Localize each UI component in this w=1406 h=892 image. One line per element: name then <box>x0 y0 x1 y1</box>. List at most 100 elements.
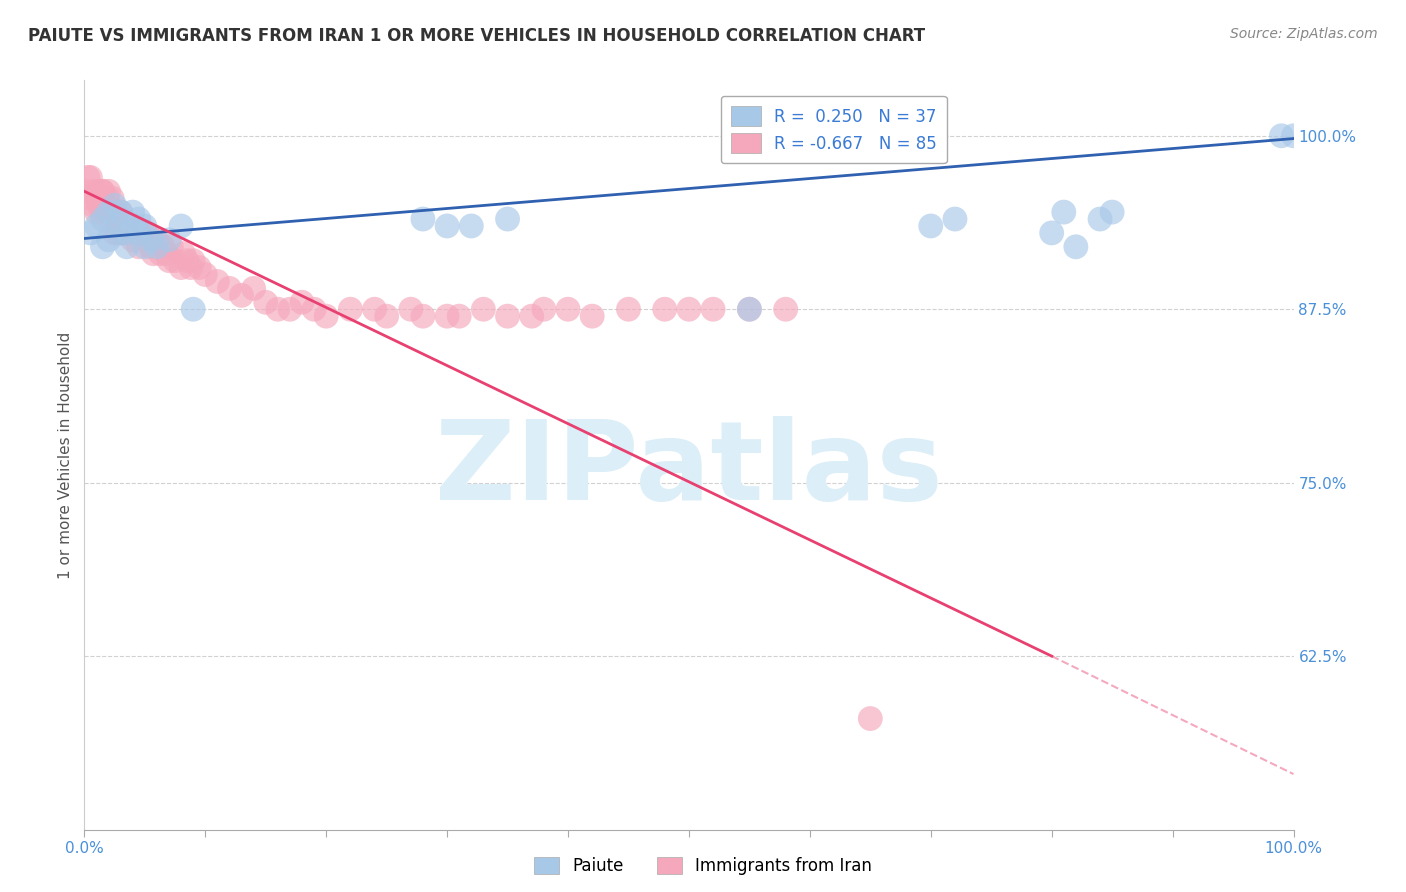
Point <box>91 184 114 198</box>
Point <box>188 260 211 275</box>
Point <box>678 302 700 317</box>
Point <box>136 226 159 240</box>
Point <box>496 212 519 227</box>
Point <box>146 233 169 247</box>
Point <box>110 219 132 233</box>
Point <box>83 184 105 198</box>
Point <box>180 260 202 275</box>
Point <box>79 191 101 205</box>
Point <box>115 226 138 240</box>
Point <box>165 253 187 268</box>
Point <box>128 240 150 254</box>
Point <box>460 219 482 233</box>
Y-axis label: 1 or more Vehicles in Household: 1 or more Vehicles in Household <box>58 331 73 579</box>
Legend: Paiute, Immigrants from Iran: Paiute, Immigrants from Iran <box>526 849 880 884</box>
Point <box>87 198 110 212</box>
Point <box>176 253 198 268</box>
Point <box>943 212 966 227</box>
Text: ZIPatlas: ZIPatlas <box>434 417 943 524</box>
Point <box>557 302 579 317</box>
Point <box>157 253 180 268</box>
Point <box>194 268 217 282</box>
Point <box>181 302 204 317</box>
Point <box>128 226 150 240</box>
Point <box>97 212 120 227</box>
Point <box>170 260 193 275</box>
Point <box>181 253 204 268</box>
Point <box>86 219 108 233</box>
Point <box>104 198 127 212</box>
Point <box>157 233 180 247</box>
Point <box>1270 128 1292 143</box>
Point <box>94 205 117 219</box>
Point <box>97 233 120 247</box>
Point <box>1101 205 1123 219</box>
Point <box>339 302 361 317</box>
Point <box>496 309 519 323</box>
Point <box>859 712 882 726</box>
Point <box>86 191 108 205</box>
Point <box>254 295 277 310</box>
Point <box>110 205 132 219</box>
Point <box>121 233 143 247</box>
Point <box>738 302 761 317</box>
Point <box>738 302 761 317</box>
Point <box>375 309 398 323</box>
Point <box>91 184 114 198</box>
Point <box>128 212 150 227</box>
Point <box>139 240 162 254</box>
Point <box>89 184 111 198</box>
Point <box>118 226 141 240</box>
Point <box>104 205 127 219</box>
Point <box>73 184 96 198</box>
Point <box>173 246 195 260</box>
Point <box>105 212 128 227</box>
Point <box>242 281 264 295</box>
Point <box>82 198 104 212</box>
Point <box>617 302 640 317</box>
Point <box>654 302 676 317</box>
Point <box>79 170 101 185</box>
Point <box>96 191 118 205</box>
Point <box>449 309 471 323</box>
Point <box>121 219 143 233</box>
Point <box>142 246 165 260</box>
Point <box>218 281 240 295</box>
Point <box>472 302 495 317</box>
Point <box>91 205 114 219</box>
Point <box>520 309 543 323</box>
Point <box>278 302 301 317</box>
Point <box>101 191 124 205</box>
Point <box>775 302 797 317</box>
Point <box>702 302 724 317</box>
Point <box>152 240 174 254</box>
Point <box>104 226 127 240</box>
Point <box>412 212 434 227</box>
Point <box>302 302 325 317</box>
Point <box>131 226 153 240</box>
Point <box>231 288 253 302</box>
Point <box>139 233 162 247</box>
Point <box>121 219 143 233</box>
Point <box>363 302 385 317</box>
Point <box>124 226 146 240</box>
Point <box>1064 240 1087 254</box>
Point <box>155 246 177 260</box>
Point <box>920 219 942 233</box>
Point <box>581 309 603 323</box>
Point <box>97 198 120 212</box>
Point <box>291 295 314 310</box>
Point <box>112 226 135 240</box>
Point <box>97 205 120 219</box>
Point <box>1040 226 1063 240</box>
Point <box>436 309 458 323</box>
Point <box>110 226 132 240</box>
Point <box>100 205 122 219</box>
Point <box>115 240 138 254</box>
Point <box>110 212 132 227</box>
Point <box>134 219 156 233</box>
Point <box>121 219 143 233</box>
Point <box>1053 205 1076 219</box>
Point <box>1088 212 1111 227</box>
Point <box>170 219 193 233</box>
